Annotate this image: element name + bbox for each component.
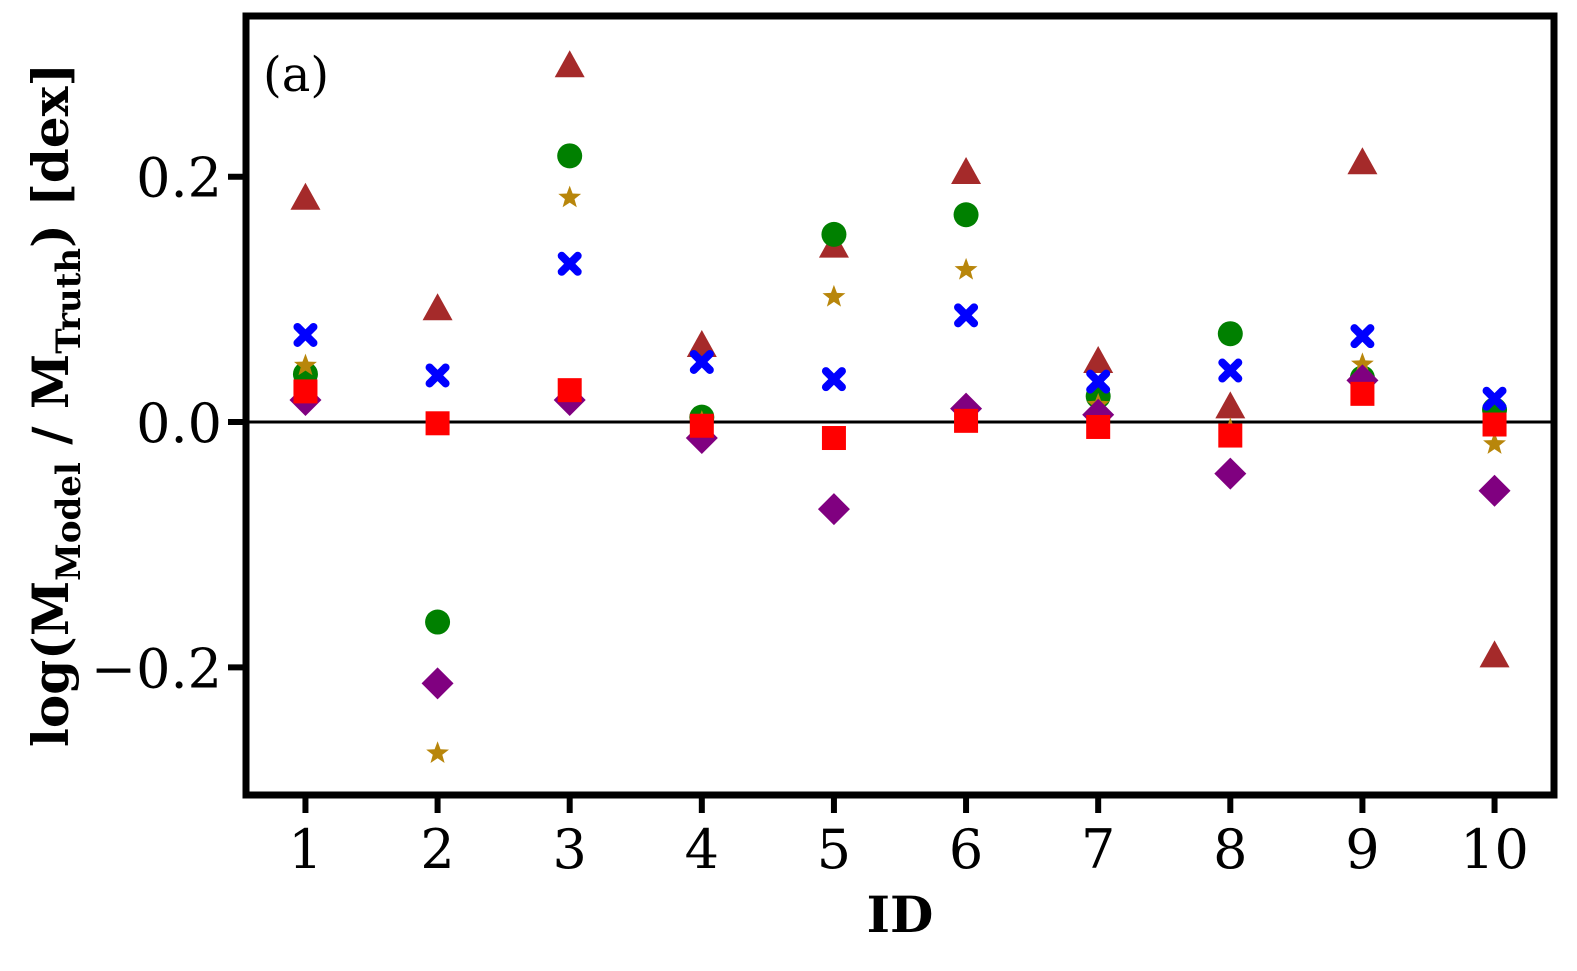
y-tick-label: 0.2 bbox=[136, 147, 222, 210]
star-point bbox=[1483, 432, 1506, 454]
x-tick-label: 10 bbox=[1460, 818, 1529, 881]
plot-layer: 1 2 3 4 5 6 7 8 9 10 −0.2 0.0 0.2 bbox=[91, 147, 1554, 881]
x-tick-label: 6 bbox=[949, 818, 983, 881]
square-point bbox=[293, 379, 318, 404]
y-axis-title: log(MModel / MTruth) [dex] bbox=[21, 63, 89, 747]
y-tick-label: 0.0 bbox=[136, 392, 222, 455]
x-tick-label: 9 bbox=[1345, 818, 1379, 881]
y-axis-title-middle: / M bbox=[21, 354, 80, 462]
panel-label: (a) bbox=[263, 47, 329, 103]
square-point bbox=[557, 378, 582, 403]
x-tick-label: 3 bbox=[553, 818, 587, 881]
plot-frame bbox=[242, 12, 1558, 799]
x-point bbox=[821, 367, 846, 392]
x-point bbox=[1086, 369, 1111, 394]
star-point bbox=[954, 257, 978, 280]
circle-point bbox=[557, 143, 583, 169]
x-tick-label: 8 bbox=[1213, 818, 1247, 881]
star-point bbox=[294, 353, 317, 376]
triangle-point bbox=[554, 50, 585, 78]
y-axis-title-sub2: Truth bbox=[49, 248, 89, 354]
star-point bbox=[822, 284, 846, 307]
circle-point bbox=[1217, 321, 1243, 347]
x-axis-title: ID bbox=[867, 885, 934, 944]
diamond-point bbox=[421, 667, 454, 700]
x-tick-label: 5 bbox=[817, 818, 851, 881]
marks-layer bbox=[289, 50, 1511, 763]
x-point bbox=[1350, 324, 1375, 349]
square-point bbox=[1218, 423, 1243, 448]
triangle-point bbox=[1347, 147, 1378, 175]
circle-point bbox=[425, 609, 451, 635]
square-point bbox=[954, 408, 979, 433]
x-point bbox=[689, 349, 714, 374]
y-axis-title-sub1: Model bbox=[49, 462, 89, 581]
x-point bbox=[1482, 386, 1507, 411]
diamond-point bbox=[817, 493, 850, 526]
triangle-point bbox=[1479, 640, 1510, 668]
circle-point bbox=[953, 202, 979, 228]
triangle-point bbox=[951, 157, 982, 185]
x-point bbox=[557, 251, 582, 276]
x-point bbox=[293, 322, 318, 347]
x-point bbox=[954, 303, 979, 328]
x-point bbox=[1218, 358, 1243, 383]
triangle-point bbox=[290, 182, 321, 210]
x-tick-label: 4 bbox=[685, 818, 719, 881]
y-axis-title-suffix: ) [dex] bbox=[21, 63, 80, 248]
square-point bbox=[689, 413, 714, 438]
square-point bbox=[821, 426, 846, 451]
circle-point bbox=[821, 221, 847, 247]
star-point bbox=[558, 185, 582, 208]
triangle-point bbox=[1083, 345, 1114, 373]
x-tick-label: 2 bbox=[420, 818, 454, 881]
triangle-point bbox=[422, 293, 453, 321]
diamond-point bbox=[1214, 457, 1247, 490]
square-point bbox=[1086, 414, 1111, 439]
star-point bbox=[426, 741, 449, 763]
star-point bbox=[1351, 352, 1374, 375]
y-axis-title-prefix: log(M bbox=[21, 581, 80, 747]
square-point bbox=[1350, 381, 1375, 406]
x-tick-label: 7 bbox=[1081, 818, 1115, 881]
y-tick-label: −0.2 bbox=[91, 637, 222, 700]
square-point bbox=[425, 411, 450, 436]
square-point bbox=[1482, 412, 1507, 437]
triangle-point bbox=[1215, 391, 1246, 419]
x-tick-label: 1 bbox=[288, 818, 322, 881]
diamond-point bbox=[1478, 474, 1511, 507]
x-point bbox=[425, 363, 450, 388]
